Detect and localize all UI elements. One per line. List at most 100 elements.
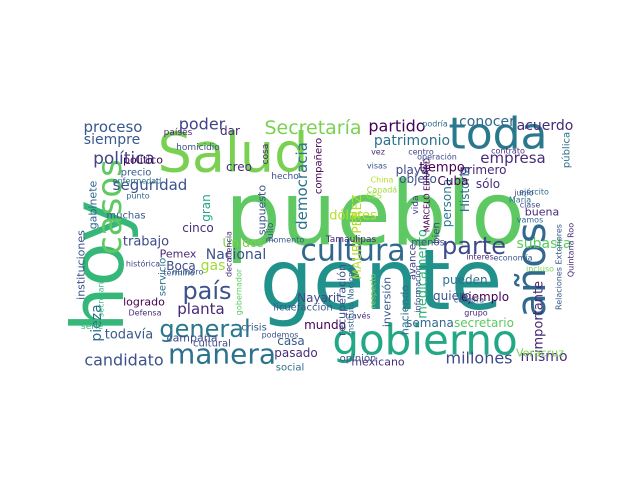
cloud-word: incluso (526, 265, 554, 274)
cloud-word: economía (493, 254, 532, 263)
cloud-word: mismo (520, 349, 567, 365)
cloud-word: enfermedad (113, 177, 162, 186)
cloud-word: Nacional (206, 247, 267, 263)
cloud-word: años (509, 222, 555, 317)
cloud-word: general (159, 315, 250, 343)
cloud-word: julio (266, 222, 276, 242)
cloud-word: María (509, 196, 531, 205)
cloud-word: patrimonio (374, 133, 450, 149)
cloud-word: político (123, 154, 163, 167)
cloud-word: gran (199, 194, 213, 222)
cloud-word: operación (417, 152, 457, 162)
cloud-word: Quintana Roo (567, 223, 576, 277)
cloud-word: decadencia (225, 231, 234, 277)
cloud-word: término (163, 268, 194, 278)
cloud-word: hecho (271, 172, 299, 182)
cloud-word: podría (422, 120, 448, 129)
cloud-word: Veracruz (516, 347, 564, 360)
cloud-word: política (93, 149, 155, 169)
cloud-word: respecto (369, 274, 378, 309)
cloud-word: Unidos (223, 236, 264, 250)
cloud-word: instituciones (75, 230, 88, 300)
cloud-word: interés (466, 252, 494, 262)
cloud-word: creo (226, 160, 252, 174)
cloud-word: mexicano (351, 356, 405, 369)
cloud-word: compañero (314, 138, 325, 194)
cloud-word: planta (177, 300, 224, 318)
cloud-word: Relaciones Exteriores (555, 224, 564, 310)
cloud-word: casa (277, 334, 305, 348)
cloud-word: visas (367, 162, 387, 171)
cloud-word: millones (445, 349, 512, 368)
cloud-word: semana (406, 316, 454, 330)
cloud-word: objeto (399, 172, 437, 186)
cloud-word: acuerdo (517, 118, 574, 134)
cloud-word: serie (81, 322, 103, 332)
cloud-word: playa (396, 163, 429, 177)
cloud-word: secretario (454, 316, 514, 330)
cloud-word: empresa (480, 149, 545, 167)
cloud-word: gas (201, 258, 226, 274)
cloud-word: campaña (167, 332, 218, 345)
cloud-word: proceso (83, 118, 142, 136)
cloud-word: ejemplo (461, 290, 509, 304)
cloud-word: información (413, 265, 423, 312)
cloud-word: licuefacción (273, 302, 332, 314)
cloud-word: pueden (442, 273, 487, 287)
cloud-word: Salud (158, 122, 309, 185)
cloud-word: seguridad (113, 176, 188, 194)
cloud-word: sólo (476, 177, 500, 191)
cloud-word: contrato (491, 147, 525, 156)
cloud-word: quiero (433, 289, 471, 303)
cloud-word: gobernador (235, 268, 244, 315)
cloud-word: mundo (304, 318, 346, 332)
cloud-word: grupo (464, 309, 488, 318)
cloud-word: recuperación (336, 264, 349, 336)
cloud-word: ejército (519, 187, 549, 197)
cloud-word: servicio (158, 258, 169, 297)
cloud-word: partido (368, 117, 425, 136)
cloud-word: MAURY PÉREZ (349, 194, 364, 279)
cloud-word: menos (411, 238, 445, 249)
cloud-word: precio (121, 168, 152, 179)
cloud-word: podemos (262, 331, 299, 340)
cloud-word: crisis (241, 323, 267, 334)
cloud-word: manera (168, 338, 276, 371)
cloud-word: toda (448, 109, 547, 160)
cloud-word: cinco (182, 221, 213, 235)
cloud-word: pública (561, 132, 573, 168)
cloud-word: buena (525, 206, 559, 219)
cloud-word: haciendo (399, 285, 412, 336)
cloud-word: Cuba (438, 174, 469, 188)
cloud-word: tiempo (419, 161, 465, 176)
cloud-word: siempre (84, 132, 140, 148)
cloud-word: número (173, 268, 204, 277)
cloud-word: avance (408, 244, 419, 280)
cloud-word: subasta (517, 236, 572, 252)
cloud-word: punto (126, 192, 149, 201)
cloud-word: China (371, 176, 394, 185)
cloud-word: gobierno (332, 316, 517, 365)
cloud-word: Secretaría (264, 117, 361, 139)
cloud-word: compra (454, 296, 484, 305)
cloud-word: país (182, 277, 231, 305)
cloud-word: supuesto (256, 185, 269, 235)
cloud-word: junio (513, 189, 534, 198)
cloud-word: vida (411, 195, 421, 214)
cloud-word: inversión (381, 277, 394, 327)
cloud-word: Instituto Nacional (347, 265, 356, 335)
cloud-word: dar (220, 124, 240, 138)
cloud-word: pieza (89, 304, 105, 341)
cloud-word: vez (371, 148, 385, 157)
cloud-word: Defensa (129, 309, 162, 318)
cloud-word: cultura (300, 234, 405, 269)
cloud-word: persona (440, 179, 454, 228)
cloud-word: primero (460, 163, 507, 177)
cloud-word: poder (179, 115, 226, 134)
cloud-word: social (276, 363, 305, 374)
cloud-word: Tamaulipas (325, 235, 377, 245)
cloud-word: homicidio (176, 143, 220, 153)
cloud-word: casos (90, 159, 130, 255)
cloud-word: secretaria (97, 277, 106, 317)
